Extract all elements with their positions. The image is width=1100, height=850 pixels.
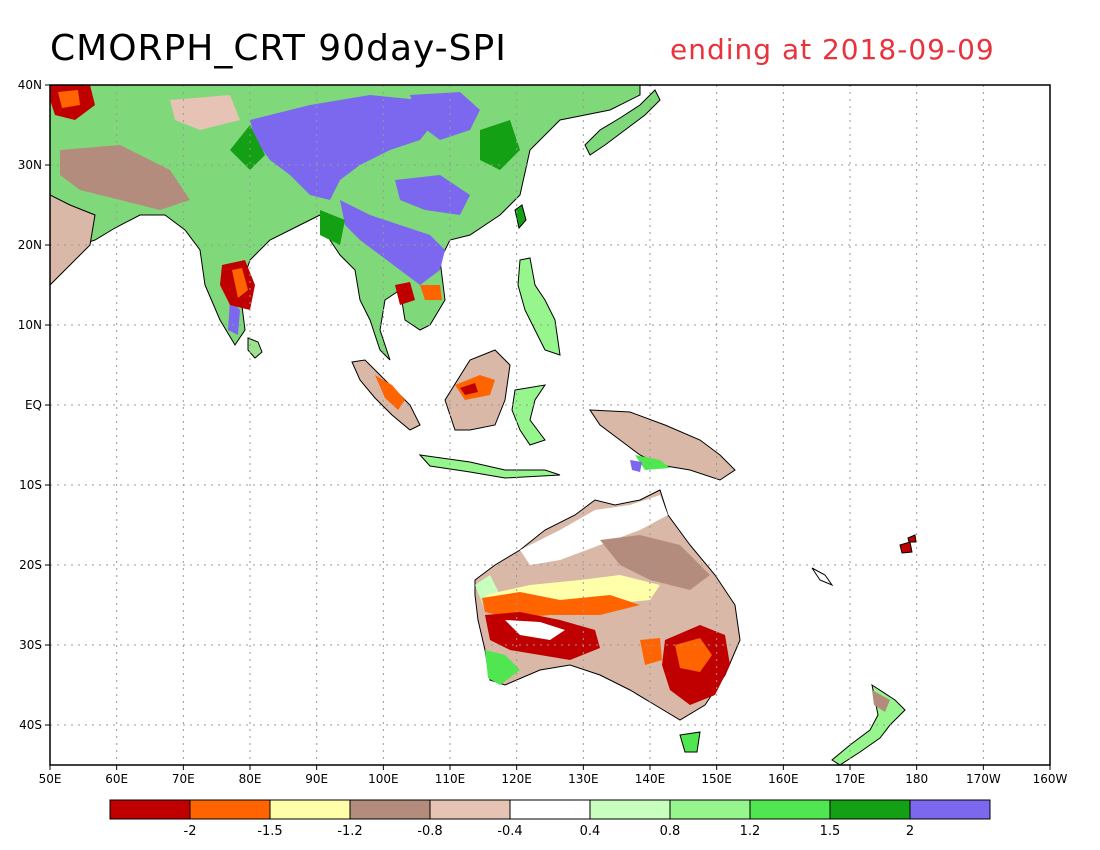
land-layer [50,85,917,765]
colorbar-swatch [189,799,271,820]
colorbar-swatch [109,799,191,820]
colorbar-label: 0.4 [580,824,601,839]
x-tick-label: 90E [305,772,328,786]
y-tick-label: EQ [25,398,42,412]
colorbar-swatch [509,799,591,820]
philippines [517,257,561,356]
grid-lines [50,85,1050,765]
y-tick-label: 10S [19,478,42,492]
y-tick-label: 40S [19,718,42,732]
x-tick-label: 130E [568,772,599,786]
colorbar-label: 2 [906,824,914,839]
date-subtitle: ending at 2018-09-09 [670,33,995,66]
colorbar-label: 0.8 [660,824,681,839]
x-tick-label: 140E [635,772,666,786]
y-tick-label: 20S [19,558,42,572]
x-tick-label: 160E [768,772,799,786]
colorbar-swatch [749,799,831,820]
x-tick-label: 160W [1033,772,1068,786]
sulawesi [511,384,547,446]
x-tick-label: 110E [435,772,466,786]
y-axis: 40N 30N 20N 10N EQ 10S 20S 30S 40S [18,78,50,732]
x-tick-label: 60E [105,772,128,786]
x-tick-label: 180 [905,772,928,786]
java [418,454,561,479]
y-tick-label: 30N [18,158,42,172]
colorbar-label: -1.2 [337,824,362,839]
colorbar: -2 -1.5 -1.2 -0.8 -0.4 0.4 0.8 1.2 1.5 2 [109,799,991,839]
fiji [899,541,913,554]
x-tick-label: 170W [966,772,1001,786]
x-tick-label: 120E [501,772,532,786]
taiwan [514,204,527,230]
colorbar-label: -1.5 [257,824,282,839]
tasmania [679,731,701,753]
colorbar-swatch [829,799,911,820]
colorbar-swatch [669,799,751,820]
new-caledonia [811,567,834,587]
arabia-landmass [50,194,96,286]
x-tick-label: 170E [835,772,866,786]
x-tick-label: 80E [239,772,262,786]
colorbar-swatch [269,799,351,820]
japan [584,89,661,156]
map-title: CMORPH_CRT 90day-SPI [50,28,507,69]
anomaly-blobs [50,85,890,712]
x-tick-label: 50E [39,772,62,786]
y-tick-label: 20N [18,238,42,252]
x-tick-label: 150E [701,772,732,786]
colorbar-label: -2 [184,824,197,839]
new-guinea [589,409,736,481]
x-axis: 50E 60E 70E 80E 90E 100E 110E 120E 130E 140E 150E 1… [39,765,1068,786]
y-tick-label: 10N [18,318,42,332]
sri-lanka [247,337,263,359]
colorbar-label: 1.5 [820,824,841,839]
colorbar-label: -0.8 [417,824,442,839]
colorbar-swatch [349,799,431,820]
fiji-east [907,534,917,543]
y-tick-label: 40N [18,78,42,92]
colorbar-swatch [589,799,671,820]
y-tick-label: 30S [19,638,42,652]
colorbar-swatch [909,799,991,820]
colorbar-label: -0.4 [497,824,522,839]
colorbar-swatch [429,799,511,820]
x-tick-label: 70E [172,772,195,786]
x-tick-label: 100E [368,772,399,786]
map-frame [49,84,1051,766]
colorbar-label: 1.2 [740,824,761,839]
